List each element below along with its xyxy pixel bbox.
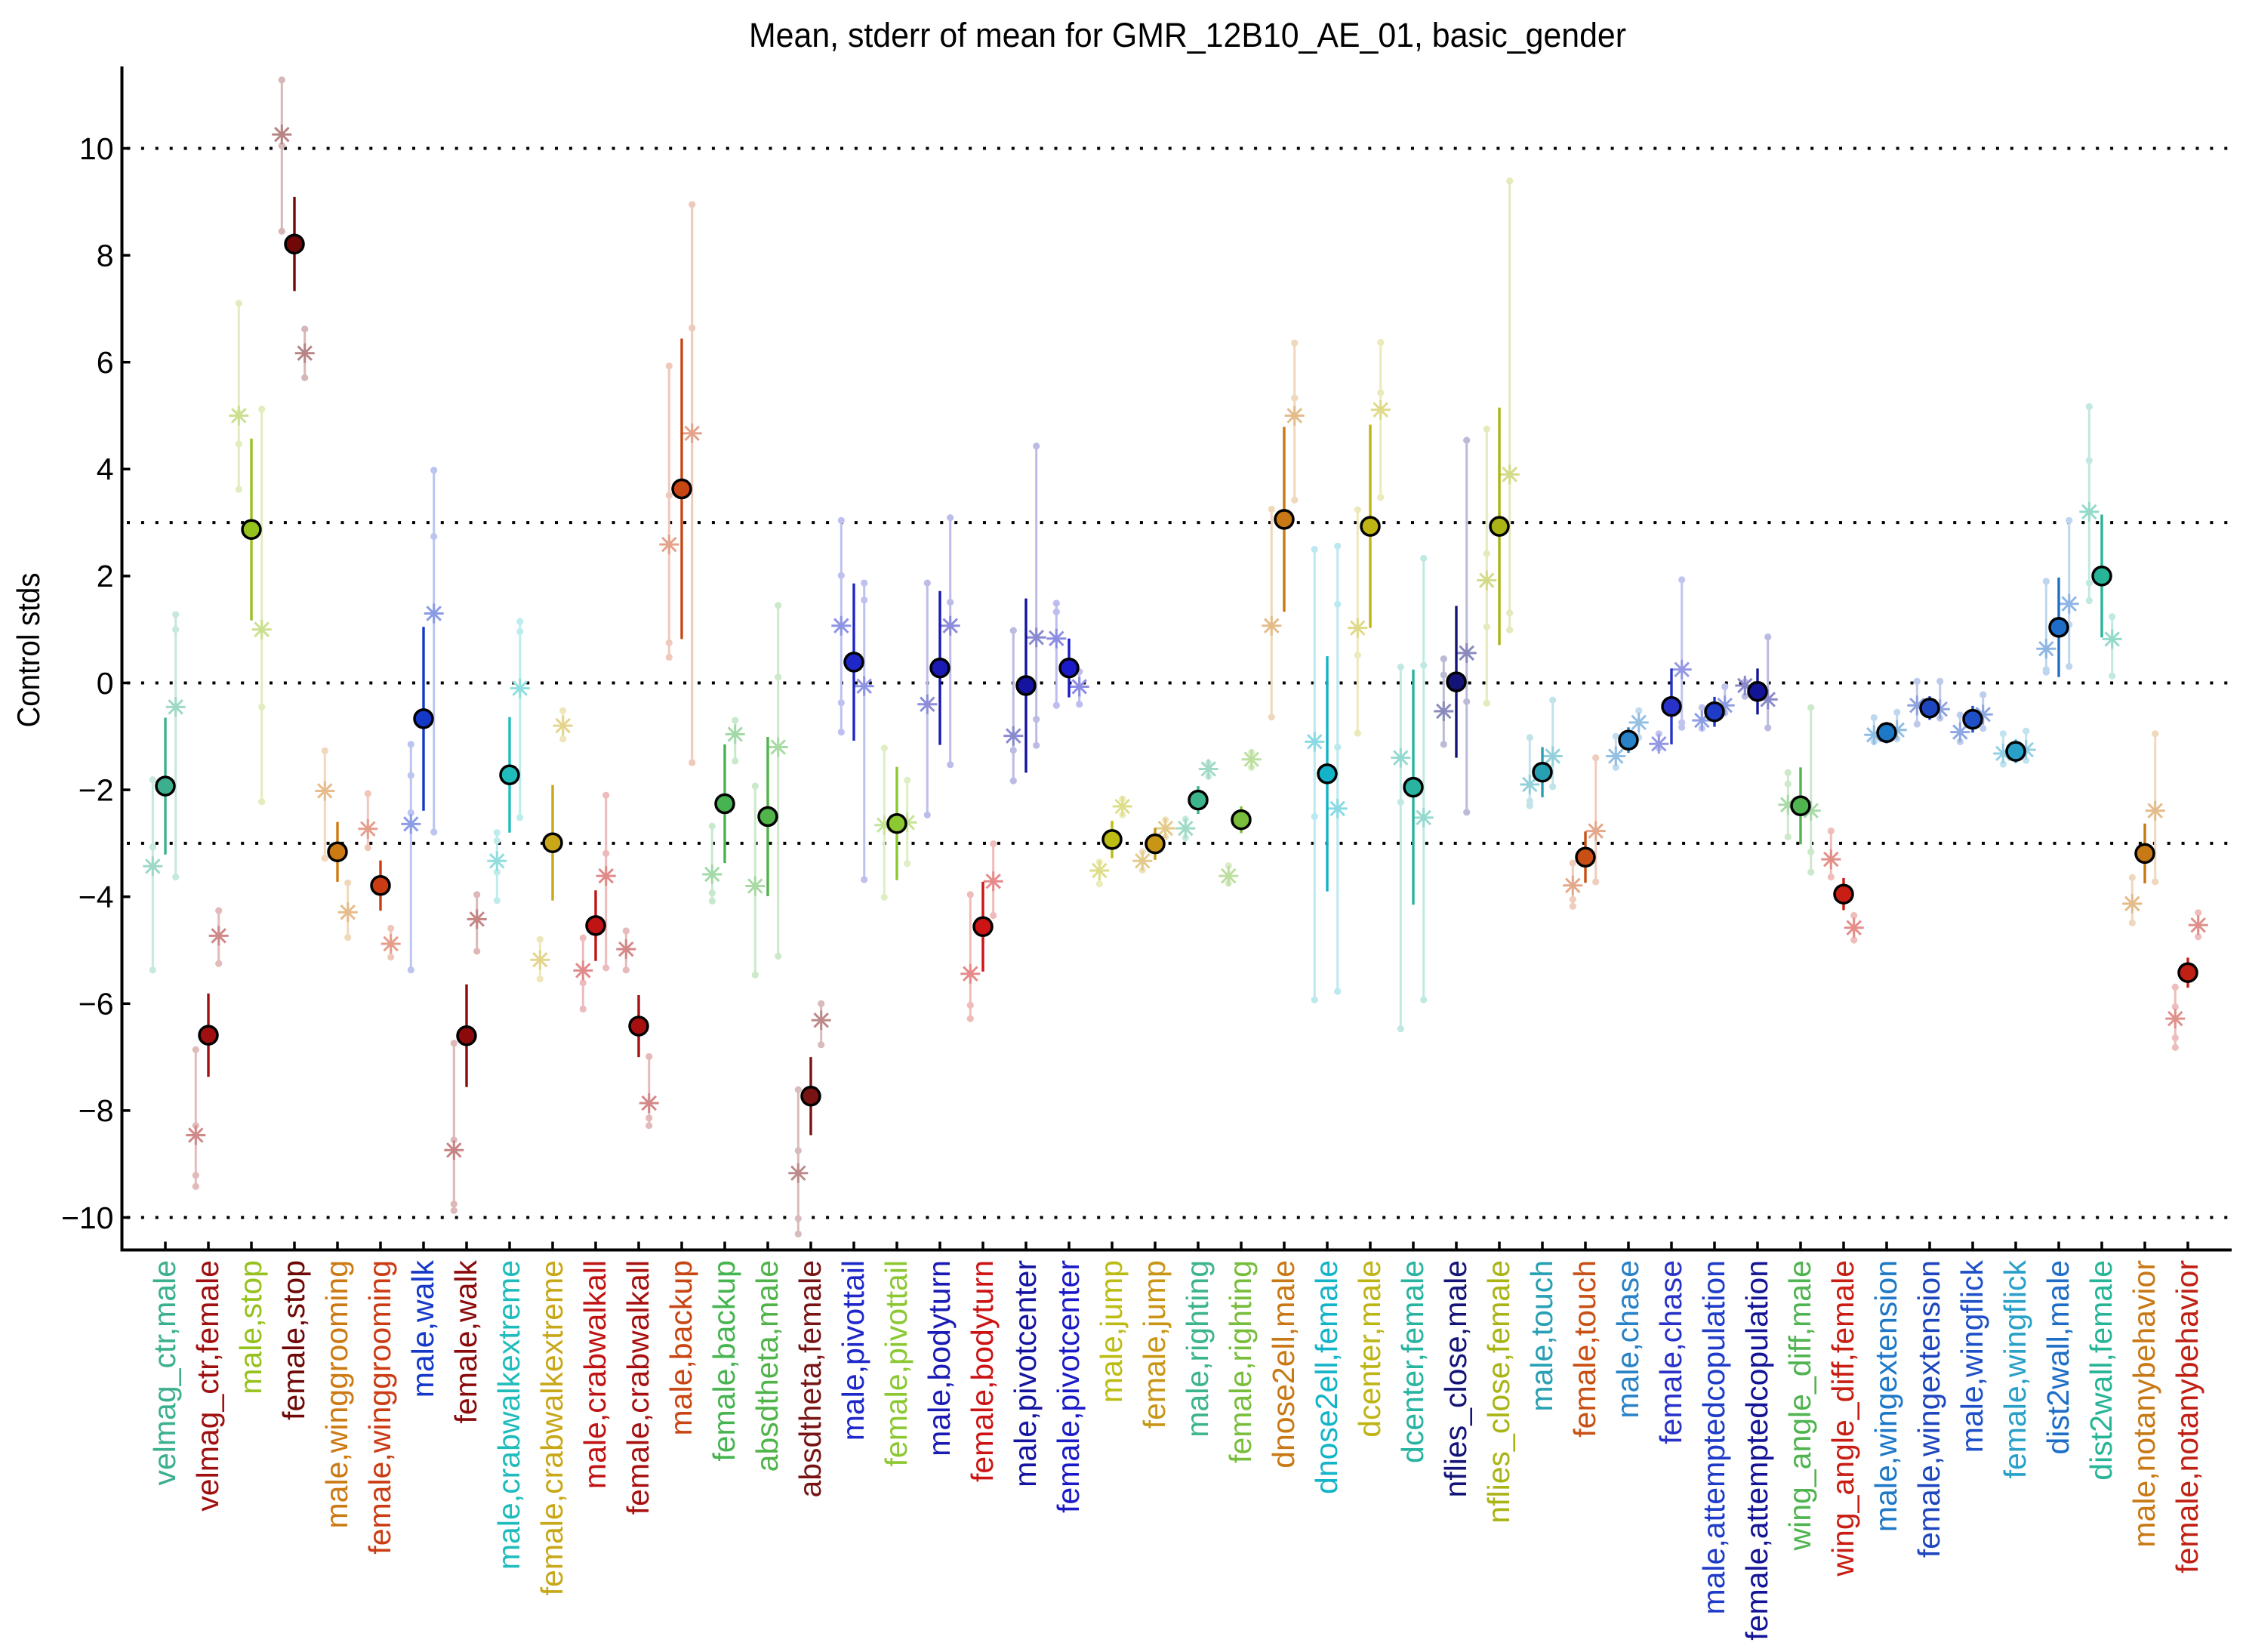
svg-text:male,crabwalkall: male,crabwalkall xyxy=(578,1260,612,1489)
svg-text:male,crabwalkextreme: male,crabwalkextreme xyxy=(491,1260,526,1570)
svg-text:absdtheta,female: absdtheta,female xyxy=(793,1260,827,1498)
svg-text:male,backup: male,backup xyxy=(664,1260,698,1435)
svg-text:velmag_ctr,female: velmag_ctr,female xyxy=(190,1260,225,1512)
svg-text:0: 0 xyxy=(97,666,114,701)
svg-text:dcenter,male: dcenter,male xyxy=(1352,1260,1387,1438)
svg-text:male,pivottail: male,pivottail xyxy=(836,1260,870,1441)
svg-text:nflies_close,female: nflies_close,female xyxy=(1481,1260,1516,1524)
svg-text:8: 8 xyxy=(97,238,114,273)
svg-text:male,bodyturn: male,bodyturn xyxy=(922,1260,957,1456)
svg-text:wing_angle_diff,male: wing_angle_diff,male xyxy=(1782,1260,1817,1551)
svg-text:female,righting: female,righting xyxy=(1223,1260,1258,1463)
svg-text:female,wingflick: female,wingflick xyxy=(1998,1260,2032,1479)
svg-text:female,jump: female,jump xyxy=(1137,1260,1172,1429)
svg-text:wing_angle_diff,female: wing_angle_diff,female xyxy=(1825,1260,1860,1577)
svg-text:female,attemptedcopulation: female,attemptedcopulation xyxy=(1739,1260,1774,1641)
svg-text:−6: −6 xyxy=(79,987,114,1022)
svg-text:4: 4 xyxy=(97,452,114,487)
svg-text:velmag_ctr,male: velmag_ctr,male xyxy=(147,1260,182,1486)
svg-text:male,walk: male,walk xyxy=(405,1260,440,1398)
svg-text:nflies_close,male: nflies_close,male xyxy=(1438,1260,1473,1498)
svg-text:female,stop: female,stop xyxy=(276,1260,311,1420)
svg-text:Mean, stderr of mean for GMR_1: Mean, stderr of mean for GMR_12B10_AE_01… xyxy=(749,16,1626,54)
svg-text:male,wingextension: male,wingextension xyxy=(1869,1260,1903,1532)
svg-text:−4: −4 xyxy=(79,880,114,914)
svg-text:male,notanybehavior: male,notanybehavior xyxy=(2127,1260,2161,1548)
svg-text:−8: −8 xyxy=(79,1093,114,1128)
svg-text:male,winggrooming: male,winggrooming xyxy=(319,1260,354,1529)
svg-text:male,wingflick: male,wingflick xyxy=(1955,1260,1989,1453)
svg-text:2: 2 xyxy=(97,559,114,593)
svg-text:absdtheta,male: absdtheta,male xyxy=(750,1260,784,1472)
svg-text:female,crabwalkall: female,crabwalkall xyxy=(621,1260,655,1515)
svg-text:male,righting: male,righting xyxy=(1180,1260,1215,1438)
svg-text:dnose2ell,female: dnose2ell,female xyxy=(1309,1260,1344,1494)
svg-text:male,stop: male,stop xyxy=(233,1260,268,1395)
svg-text:dcenter,female: dcenter,female xyxy=(1395,1260,1430,1463)
svg-text:dnose2ell,male: dnose2ell,male xyxy=(1266,1260,1301,1469)
svg-text:male,touch: male,touch xyxy=(1524,1260,1559,1412)
svg-text:male,attemptedcopulation: male,attemptedcopulation xyxy=(1696,1260,1731,1615)
svg-text:−2: −2 xyxy=(79,772,114,807)
svg-text:male,pivotcenter: male,pivotcenter xyxy=(1008,1260,1043,1487)
svg-text:female,touch: female,touch xyxy=(1567,1260,1602,1438)
svg-text:female,notanybehavior: female,notanybehavior xyxy=(2170,1260,2204,1573)
svg-text:dist2wall,female: dist2wall,female xyxy=(2084,1260,2118,1481)
svg-text:−10: −10 xyxy=(61,1200,114,1235)
svg-text:female,walk: female,walk xyxy=(448,1260,483,1424)
svg-text:female,backup: female,backup xyxy=(707,1260,741,1462)
svg-text:female,wingextension: female,wingextension xyxy=(1912,1260,1946,1558)
svg-text:female,bodyturn: female,bodyturn xyxy=(965,1260,1000,1482)
svg-text:male,jump: male,jump xyxy=(1094,1260,1129,1403)
svg-text:female,pivottail: female,pivottail xyxy=(879,1260,913,1466)
svg-text:6: 6 xyxy=(97,345,114,380)
svg-text:male,chase: male,chase xyxy=(1610,1260,1645,1419)
svg-text:female,chase: female,chase xyxy=(1653,1260,1688,1444)
svg-text:10: 10 xyxy=(79,131,114,166)
svg-text:Control stds: Control stds xyxy=(11,573,46,728)
svg-text:female,pivotcenter: female,pivotcenter xyxy=(1051,1260,1086,1513)
svg-text:female,crabwalkextreme: female,crabwalkextreme xyxy=(535,1260,569,1595)
svg-text:female,winggrooming: female,winggrooming xyxy=(362,1260,397,1555)
svg-text:dist2wall,male: dist2wall,male xyxy=(2041,1260,2075,1455)
